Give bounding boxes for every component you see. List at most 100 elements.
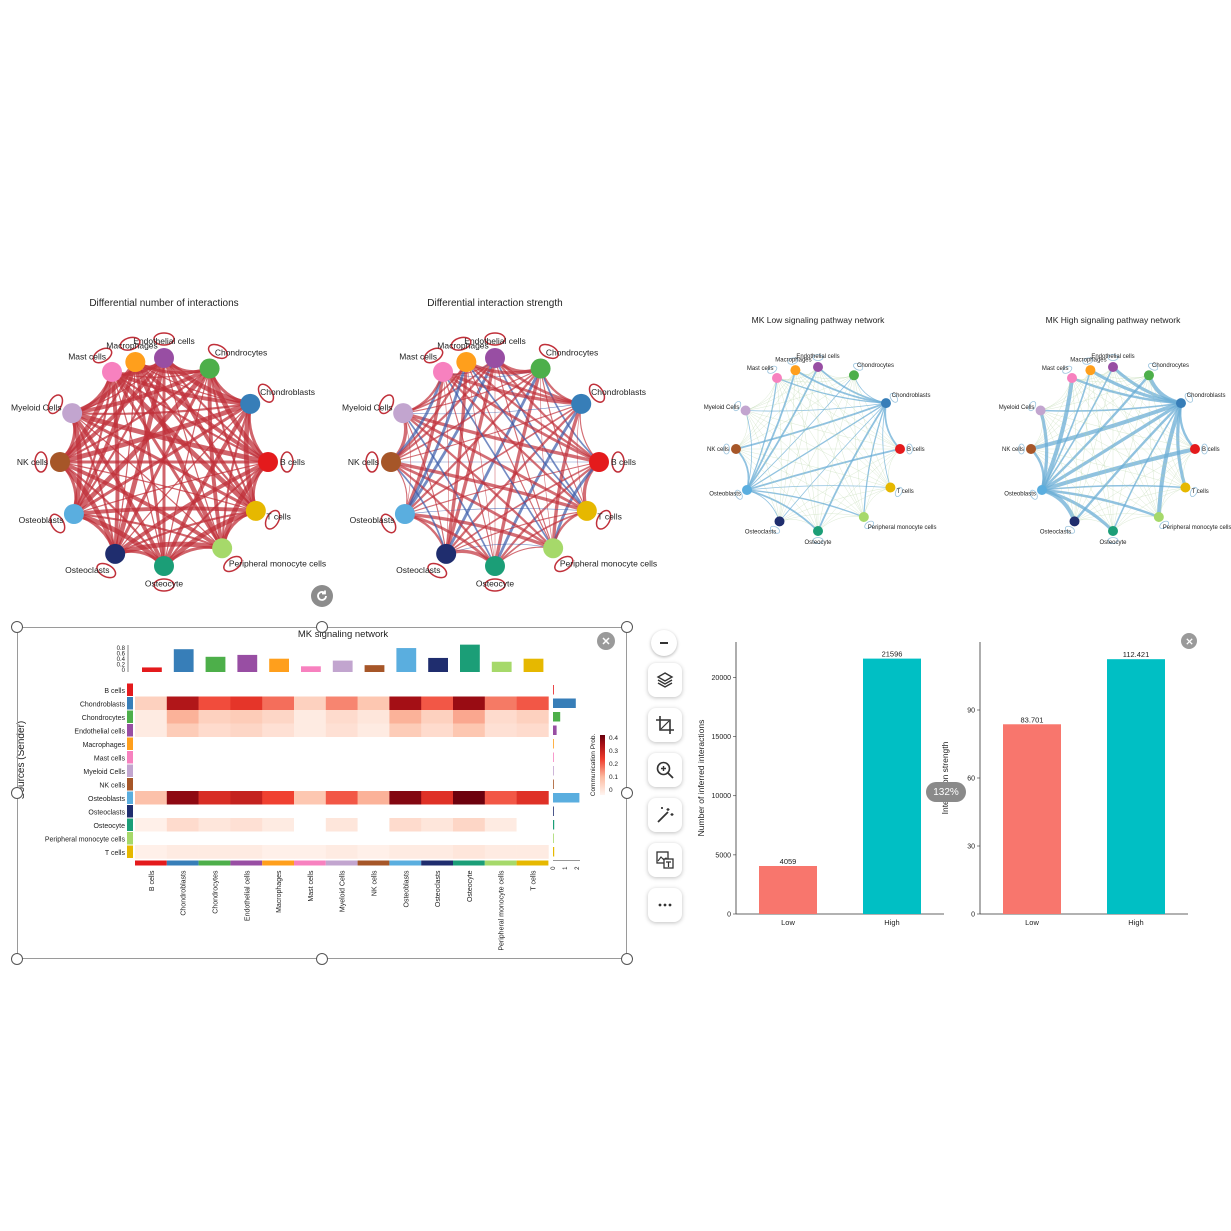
layers-button[interactable] — [648, 663, 682, 697]
resize-handle-right[interactable] — [621, 787, 633, 799]
col-color-bar — [230, 860, 263, 866]
network-edge — [735, 410, 748, 450]
heatmap-cell — [389, 737, 422, 751]
network-edge — [817, 366, 891, 488]
network-edge — [402, 412, 447, 554]
heatmap-cell — [198, 818, 231, 832]
heatmap-cell — [230, 710, 263, 724]
heatmap-cell — [166, 845, 199, 859]
heatmap-cell — [484, 710, 517, 724]
heatmap-cell — [230, 723, 263, 738]
resize-handle-bottom[interactable] — [316, 953, 328, 965]
more-options-button[interactable] — [648, 888, 682, 922]
heatmap-cell — [294, 723, 327, 738]
node-label: T cells — [1192, 489, 1209, 495]
self-loop — [34, 451, 48, 473]
resize-handle-bottom-left[interactable] — [11, 953, 23, 965]
network-edge — [133, 361, 225, 550]
col-total-bar — [523, 658, 544, 672]
heatmap-cell — [230, 750, 263, 765]
col-label: B cells — [149, 870, 156, 891]
y-tick-label: 20000 — [712, 675, 732, 682]
crop-button[interactable] — [648, 708, 682, 742]
network-node — [1190, 444, 1200, 454]
col-total-bar — [396, 648, 417, 672]
network-node — [1175, 398, 1186, 409]
row-total-bar — [553, 685, 554, 695]
more-icon — [658, 903, 672, 907]
network-node — [848, 370, 859, 381]
network-node — [1035, 405, 1046, 416]
self-loop — [1107, 354, 1119, 361]
network-node — [885, 482, 896, 493]
row-label: Myeloid Cells — [83, 769, 125, 776]
network-edge — [746, 485, 891, 491]
col-label: Mast cells — [308, 870, 315, 902]
collapse-toolbar-button[interactable] — [651, 630, 677, 656]
magic-wand-icon — [657, 807, 674, 823]
node-label: Peripheral monocyte cells — [1163, 525, 1231, 531]
network-edge — [404, 367, 542, 515]
heatmap-cell — [325, 777, 358, 792]
network-edge — [795, 370, 865, 518]
zoom-in-button[interactable] — [648, 753, 682, 787]
magic-edit-button[interactable] — [648, 798, 682, 832]
heatmap-cell — [357, 737, 390, 751]
heatmap-cell — [262, 791, 295, 805]
network-edge — [745, 410, 819, 532]
network-node — [433, 361, 453, 382]
node-label: Chondrocytes — [546, 348, 598, 358]
network-edge — [776, 377, 819, 532]
heatmap-cell — [325, 791, 358, 805]
node-label: Myeloid Cells — [704, 405, 740, 411]
network-node — [790, 365, 801, 376]
network-edge — [1030, 448, 1114, 532]
row-label: Chondrocytes — [82, 715, 126, 722]
heatmap-cell — [389, 696, 422, 711]
resize-handle-top-left[interactable] — [11, 621, 23, 633]
y-tick-label: 10000 — [712, 793, 732, 800]
heatmap-cell — [294, 831, 327, 846]
col-total-bar — [237, 654, 258, 672]
col-label: Macrophages — [276, 870, 283, 913]
heatmap-cell — [294, 818, 327, 832]
self-loop — [264, 509, 281, 530]
rotate-handle[interactable] — [311, 585, 333, 607]
heatmap-cell — [389, 683, 422, 697]
self-loop — [595, 509, 612, 530]
network-edge — [466, 361, 496, 567]
row-total-bar — [553, 766, 554, 776]
close-barchart-button[interactable] — [1181, 633, 1197, 649]
network-edge — [1071, 377, 1160, 518]
image-to-text-button[interactable] — [648, 843, 682, 877]
resize-handle-top-right[interactable] — [621, 621, 633, 633]
col-color-bar — [484, 860, 517, 866]
heatmap-cell — [135, 764, 168, 778]
network-edge — [1090, 370, 1186, 488]
col-color-bar — [294, 860, 326, 866]
node-label: Osteoblasts — [350, 515, 395, 525]
self-loop — [1159, 520, 1170, 529]
self-loop — [153, 332, 175, 346]
self-loop — [812, 537, 824, 544]
close-icon — [602, 637, 610, 645]
network-edge — [746, 366, 819, 491]
network-node — [50, 452, 70, 472]
self-loop — [1062, 365, 1073, 374]
node-label: NK cells — [1002, 447, 1024, 453]
y-axis-label: Number of inferred interactions — [696, 720, 706, 837]
heatmap-cell — [135, 804, 168, 819]
network-edge — [779, 402, 887, 522]
heatmap-cell — [230, 804, 263, 819]
resize-handle-bottom-right[interactable] — [621, 953, 633, 965]
resize-handle-top[interactable] — [316, 621, 328, 633]
self-loop — [365, 451, 379, 473]
heatmap-cell — [166, 683, 199, 697]
close-heatmap-button[interactable] — [597, 632, 615, 650]
x-tick-label: High — [1128, 918, 1143, 927]
heatmap-cell — [421, 750, 454, 765]
resize-handle-left[interactable] — [11, 787, 23, 799]
col-label: Peripheral monocyte cells — [499, 870, 506, 951]
mk-signaling-heatmap: MK signaling network Sources (Sender) B ce… — [16, 629, 618, 951]
network-node — [1069, 516, 1080, 527]
